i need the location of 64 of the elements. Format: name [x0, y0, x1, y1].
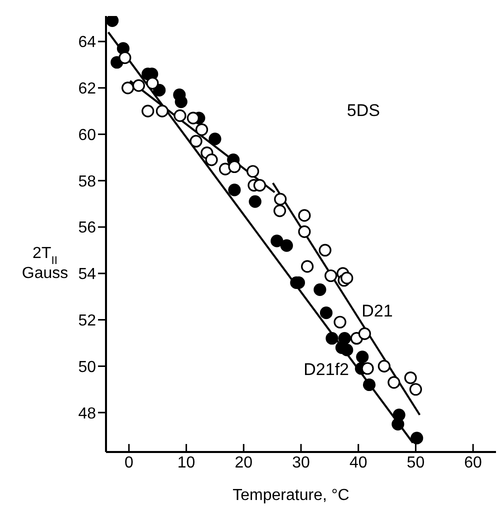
y-tick-label: 50	[78, 358, 96, 376]
y-tick-label: 52	[78, 312, 96, 330]
point	[301, 260, 314, 273]
point	[324, 269, 338, 282]
point	[174, 96, 188, 108]
point	[106, 16, 119, 27]
point	[404, 371, 417, 384]
point	[392, 418, 404, 430]
point	[298, 209, 311, 222]
point	[208, 132, 222, 146]
point	[378, 360, 390, 372]
point	[273, 204, 286, 218]
y-tick-label: 64	[78, 34, 96, 52]
point	[409, 383, 422, 396]
y-axis-title: 2T$_{II}$ Gauss	[22, 245, 68, 282]
point	[195, 123, 208, 136]
point	[174, 109, 186, 122]
point	[228, 160, 241, 174]
point	[246, 165, 260, 178]
point	[320, 306, 333, 320]
point	[142, 104, 154, 118]
x-tick-label: 30	[292, 454, 310, 472]
point	[334, 316, 346, 328]
x-tick-label: 60	[464, 454, 482, 472]
point	[340, 272, 354, 284]
point	[186, 112, 200, 124]
series-label: D21f2	[304, 360, 350, 379]
y-tick-label: 58	[78, 173, 96, 190]
x-tick-label: 50	[406, 454, 425, 472]
point	[156, 104, 169, 118]
point	[121, 82, 134, 94]
point	[132, 79, 145, 92]
x-tick-label: 40	[349, 454, 368, 472]
y-tick-label: 48	[78, 405, 96, 422]
point	[118, 51, 132, 64]
y-tick-label: 62	[78, 80, 96, 98]
point	[280, 239, 293, 252]
point	[358, 327, 371, 340]
point	[190, 134, 202, 148]
point	[270, 234, 284, 248]
point	[248, 195, 262, 208]
point	[361, 362, 374, 375]
y-tick-label: 60	[78, 126, 96, 144]
x-tick-label: 20	[234, 454, 253, 472]
y-tick-label: 56	[78, 220, 96, 237]
x-tick-label: 0	[124, 454, 134, 472]
y-tick-label: 54	[78, 266, 96, 284]
series-label: D21	[362, 302, 393, 321]
point	[410, 432, 424, 444]
point	[314, 283, 326, 296]
point	[274, 192, 287, 206]
x-tick-label: 10	[177, 454, 196, 472]
point	[205, 153, 218, 166]
point	[362, 378, 376, 392]
point	[318, 244, 332, 257]
x-axis-title: Temperature, °C	[232, 487, 350, 504]
point	[253, 179, 266, 192]
point	[388, 376, 400, 389]
point	[356, 350, 369, 364]
point	[228, 184, 241, 196]
point	[326, 332, 338, 345]
point	[298, 225, 311, 238]
annotation: 5DS	[346, 101, 380, 120]
point	[340, 344, 354, 356]
